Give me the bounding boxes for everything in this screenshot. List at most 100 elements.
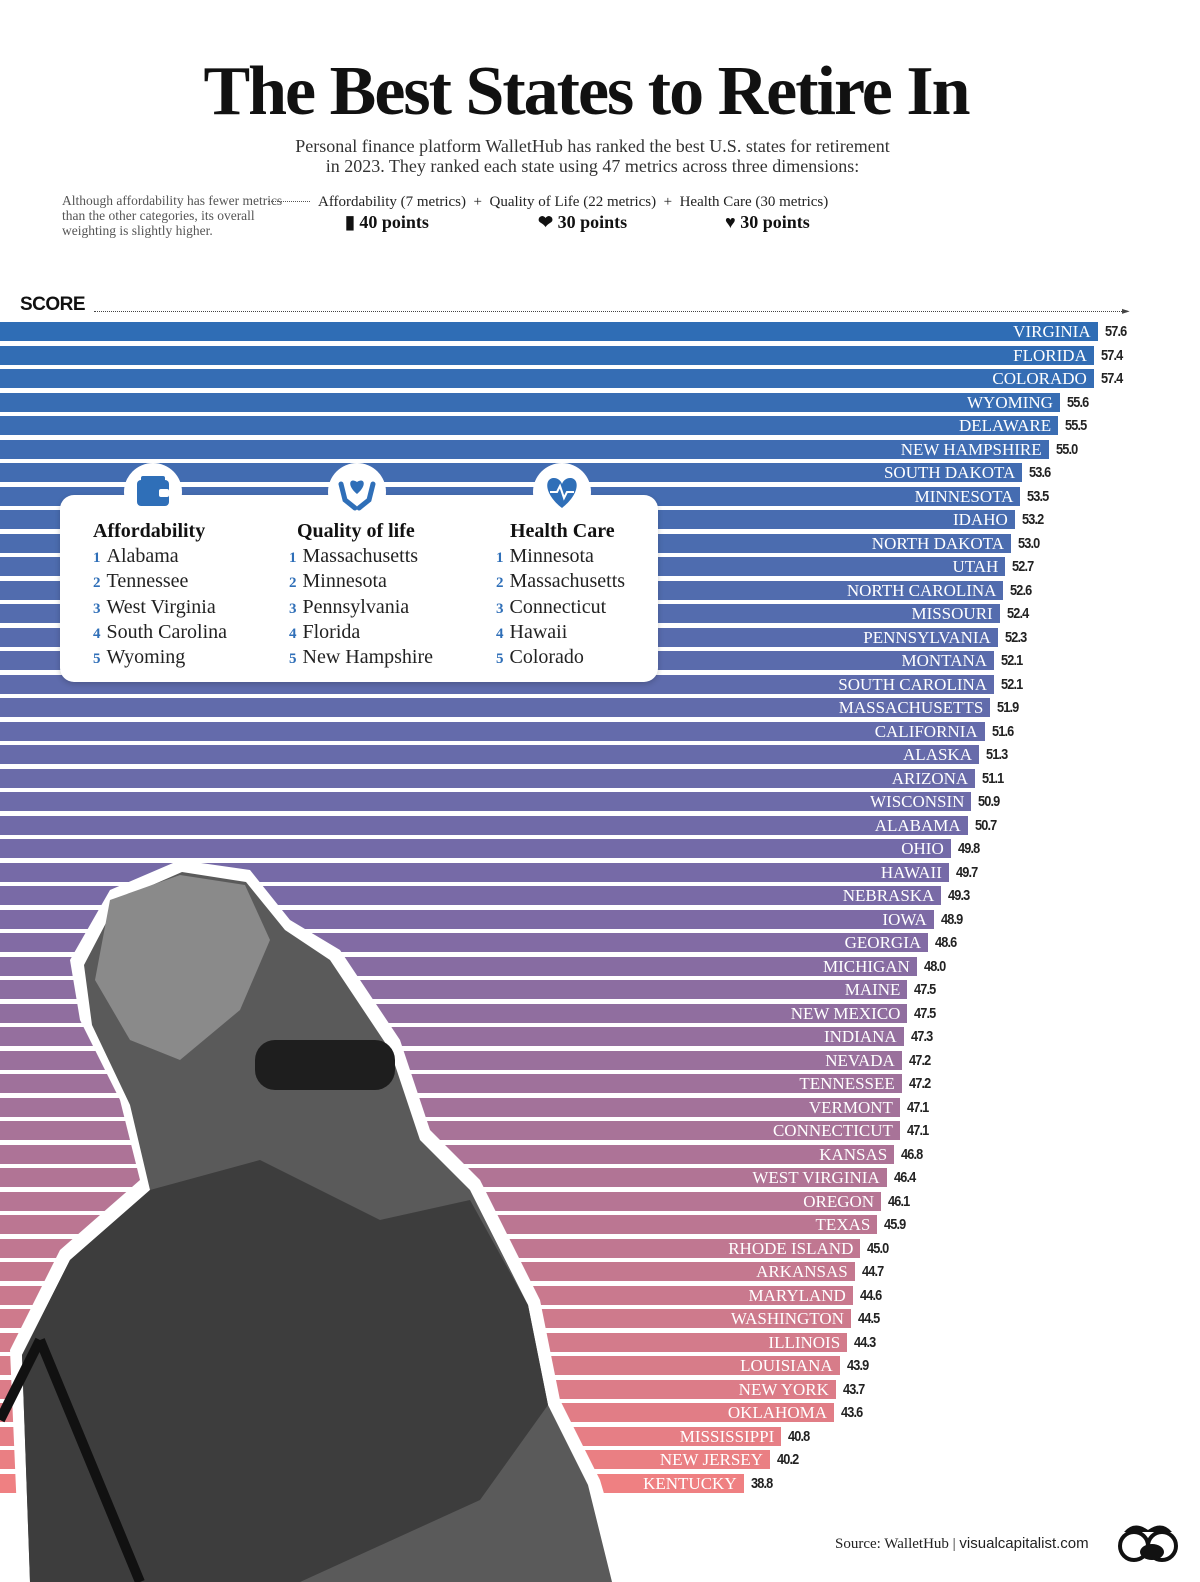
bar-label: NEW HAMPSHIRE [900,439,1042,459]
bar-label: MAINE [844,980,901,999]
legend-item: 3 Connecticut [496,595,607,618]
legend-item: 4 Hawaii [496,620,568,643]
bar [0,416,1059,435]
dimension-points: ❤ 30 points [538,212,627,233]
bar-value-label: 51.9 [997,699,1019,716]
legend-item: 4 Florida [289,620,361,643]
bar-label: WASHINGTON [730,1309,844,1328]
hands-heart-icon: ❤ [538,212,554,232]
legend-column-quality-of-life: Quality of life 1 Massachusetts 2 Minnesot… [289,520,433,671]
bar-value-label: 57.4 [1100,346,1123,364]
bar-value-label: 53.5 [1027,487,1049,505]
bar-label: WEST VIRGINIA [752,1168,880,1187]
bar-value-label: 52.1 [1001,675,1023,693]
bar-label: NEBRASKA [842,886,935,905]
bar-value-label: 53.0 [1017,534,1040,552]
bar-value-label: 45.0 [867,1239,889,1257]
bar-value-label: 47.1 [906,1098,929,1116]
page-title: The Best States to Retire In [203,53,970,130]
retiree-photo [0,872,612,1582]
bar-label: VIRGINIA [1013,322,1091,341]
bar-label: HAWAII [880,862,942,882]
bar-value-label: 51.6 [991,722,1014,740]
dimension-label: Health Care (30 metrics) [679,194,829,210]
bar-value-label: 47.1 [906,1122,929,1139]
legend-item: 5 Colorado [496,646,584,669]
bar-label: UTAH [952,557,999,576]
source-text: Source: WalletHub [835,1536,949,1552]
legend-item: 1 Massachusetts [289,545,419,567]
bar-label: OKLAHOMA [727,1403,827,1422]
bar-label: NEW MEXICO [790,1003,901,1023]
bar [0,392,1060,412]
bar-value-label: 44.7 [861,1263,884,1280]
points-value: 30 points [557,212,628,232]
subtitle-line: in 2023. They ranked each state using 47… [325,156,860,176]
bar-value-label: 49.3 [948,887,970,904]
bar-value-label: 57.4 [1100,370,1123,387]
bar-value-label: 47.5 [914,1004,936,1022]
bar-value-label: 47.2 [908,1075,931,1092]
bar-label: MARYLAND [748,1285,846,1305]
bar-value-label: 46.4 [893,1169,916,1186]
bar-value-label: 53.2 [1021,511,1044,528]
bar [0,345,1094,365]
bar-label: KANSAS [819,1144,888,1164]
bar [0,369,1094,388]
bar-label: VERMONT [808,1097,893,1117]
subtitle-line: Personal finance platform WalletHub has … [295,136,890,156]
bar-label: MINNESOTA [914,486,1014,506]
bar-label: IDAHO [952,510,1008,529]
bar [0,839,951,858]
plus-sign: + [663,194,673,210]
bar-label: LOUISIANA [740,1356,833,1375]
bar-value-label: 52.6 [1010,581,1032,599]
legend-column-affordability: Affordability 1 Alabama 2 Tennessee 3 West … [93,520,227,671]
bar-value-label: 38.8 [750,1474,773,1492]
dimensions-line: Affordability (7 metrics) + Quality of L… [318,194,878,211]
site-link[interactable]: visualcapitalist.com [959,1535,1089,1552]
bar [0,792,972,811]
bar-value-label: 52.3 [1004,628,1027,646]
axis-label: SCORE [20,294,86,315]
legend-item: 1 Minnesota [496,545,594,567]
bar-value-label: 50.9 [978,793,1000,810]
axis-arrow-icon: ► [1122,306,1130,317]
bar-label: RHODE ISLAND [728,1238,854,1258]
dimension-label: Quality of Life (22 metrics) [489,194,657,210]
axis-dotted-line [94,311,1124,312]
points-value: 40 points [359,212,429,232]
bar-value-label: 43.6 [840,1404,863,1421]
wallet-icon [124,463,182,521]
bar-value-label: 52.4 [1006,605,1029,622]
top-five-legend: Affordability 1 Alabama 2 Tennessee 3 West … [60,463,658,682]
bar-label: IOWA [882,909,927,929]
bar-value-label: 55.0 [1055,440,1078,458]
bar-label: NEVADA [825,1050,895,1070]
subtitle: Personal finance platform WalletHub has … [0,136,1185,176]
visual-capitalist-logo [1118,1525,1178,1562]
legend-item: 3 West Virginia [93,595,216,618]
bar-label: MONTANA [901,651,988,670]
bar-label: ARIZONA [891,768,969,788]
bar-value-label: 46.1 [888,1192,910,1210]
legend-item: 5 New Hampshire [289,646,434,669]
bar-label: OHIO [901,839,944,858]
bar [0,745,979,764]
legend-title: Health Care [510,520,615,542]
bar-value-label: 57.6 [1104,323,1127,340]
bar-value-label: 44.3 [854,1333,876,1351]
bar-value-label: 44.5 [857,1310,880,1327]
bar-label: ALASKA [903,745,972,764]
legend-item: 2 Massachusetts [496,570,626,593]
legend-item: 1 Alabama [93,545,179,567]
bar-label: ARKANSAS [756,1262,848,1281]
bar-label: OREGON [803,1191,875,1211]
bar-label: NORTH DAKOTA [871,533,1004,553]
bar-label: FLORIDA [1013,345,1087,365]
note-arrow [268,201,310,202]
bar [0,439,1049,459]
legend-item: 2 Minnesota [289,570,387,593]
weighting-note: Although affordability has fewer metrics… [62,193,283,238]
legend-title: Affordability [93,520,206,542]
